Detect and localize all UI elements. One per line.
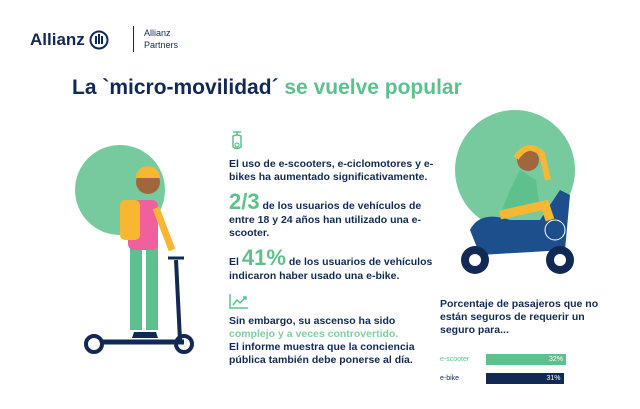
stat2-text-a: de los usuarios de vehículos [288, 256, 433, 268]
stat1-text-a: de los usuarios de vehículos de entre [229, 200, 422, 226]
trend-chart-icon [229, 294, 248, 309]
sub-brand-line2: Partners [144, 40, 179, 50]
stat1-value: 2/3 [229, 189, 260, 214]
title-part1: La `micro-movilidad´ [72, 76, 279, 99]
stat-two-thirds: 2/3 de los usuarios de vehículos de entr… [229, 190, 434, 240]
stats-column: El uso de e-scooters, e-ciclomotores y e… [229, 130, 434, 367]
bar-chart: e-scooter 32% e-bike 31% [440, 354, 610, 384]
stat-41-percent: El 41% de los usuarios de vehículos indi… [229, 246, 434, 283]
chart-title: Porcentaje de pasajeros que no están seg… [440, 298, 599, 336]
trend-text-a: Sin embargo, su ascenso ha sido [229, 315, 396, 327]
bar-value: 32% [548, 356, 563, 363]
scooter-rider-illustration [75, 145, 194, 354]
stat2-prefix: El [229, 256, 239, 268]
stat1-text-b: 18 y 24 años han utilizado una e-scooter… [229, 214, 421, 239]
sub-brand-line1: Allianz [144, 28, 171, 38]
bar-ebike: 31% [486, 373, 564, 384]
bar-row-escooter: e-scooter 32% [440, 354, 610, 365]
trend-text-b: El informe muestra que la conciencia púb… [229, 341, 415, 366]
brand-name: Allianz [30, 30, 85, 49]
sub-brand: Allianz Partners [144, 27, 178, 51]
bar-escooter: 32% [486, 354, 566, 365]
bar-label: e-scooter [440, 356, 470, 363]
bar-label: e-bike [440, 375, 460, 382]
trend-highlight: complejo y a veces controvertido. [229, 328, 399, 340]
title-part2: se vuelve popular [284, 76, 462, 99]
logo-divider [133, 26, 134, 52]
trend-text: Sin embargo, su ascenso ha sido complejo… [229, 315, 434, 367]
stat2-text-b: indicaron haber usado una e-bike. [229, 270, 400, 282]
bar-row-ebike: e-bike 31% [440, 373, 610, 384]
stat2-value: 41% [241, 245, 286, 270]
moped-rider-illustration [455, 110, 575, 274]
page-title: La `micro-movilidad´ se vuelve popular [72, 76, 462, 100]
moped-icon [232, 131, 242, 150]
allianz-eagle-icon [89, 30, 109, 50]
intro-text: El uso de e-scooters, e-ciclomotores y e… [229, 158, 434, 183]
bar-value: 31% [546, 375, 561, 382]
allianz-logo: Allianz [30, 30, 109, 50]
